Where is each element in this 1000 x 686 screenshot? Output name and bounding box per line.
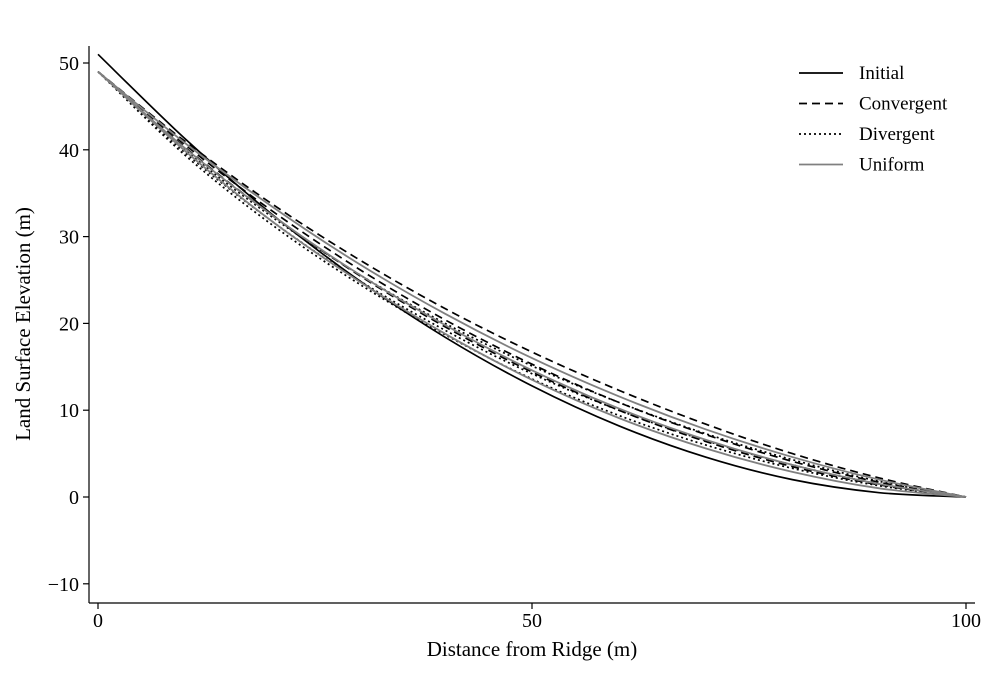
series-line-9 xyxy=(97,71,967,498)
y-tick-label-30: 30 xyxy=(59,227,79,249)
y-tick-label--10: −10 xyxy=(48,574,79,596)
y-tick-label-50: 50 xyxy=(59,53,79,75)
x-tick-label-100: 100 xyxy=(951,610,981,632)
chart-axes xyxy=(88,46,975,604)
y-tick-label-20: 20 xyxy=(59,313,79,335)
x-axis-label: Distance from Ridge (m) xyxy=(427,637,638,661)
y-tick-label-0: 0 xyxy=(69,487,79,509)
y-axis-label: Land Surface Elevation (m) xyxy=(11,207,35,441)
legend-label-initial: Initial xyxy=(859,63,904,84)
y-tick-label-10: 10 xyxy=(59,400,79,422)
chart-legend: Initial Convergent Divergent Uniform xyxy=(799,63,948,176)
x-tick-label-0: 0 xyxy=(93,610,103,632)
series-line-1 xyxy=(97,53,967,498)
series-line-3 xyxy=(97,71,967,498)
legend-label-convergent: Convergent xyxy=(859,94,948,115)
chart-series-group xyxy=(97,53,967,498)
series-line-4 xyxy=(97,71,967,498)
series-line-2 xyxy=(97,71,967,498)
series-line-5 xyxy=(97,71,967,498)
series-line-6 xyxy=(97,71,967,498)
x-tick-label-50: 50 xyxy=(522,610,542,632)
series-line-8 xyxy=(97,70,967,498)
legend-label-uniform: Uniform xyxy=(859,155,925,176)
chart-ticks: 0 50 100 −10 0 10 20 30 40 50 xyxy=(48,53,981,632)
series-line-10 xyxy=(97,71,967,498)
series-line-7 xyxy=(97,71,967,498)
legend-label-divergent: Divergent xyxy=(859,124,935,145)
y-tick-label-40: 40 xyxy=(59,140,79,162)
